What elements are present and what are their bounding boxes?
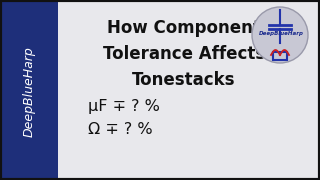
Text: Tolerance Affects: Tolerance Affects xyxy=(103,45,265,63)
Circle shape xyxy=(252,7,308,63)
Text: μF ∓ ? %: μF ∓ ? % xyxy=(88,98,160,114)
Text: How Component: How Component xyxy=(107,19,261,37)
Text: Ω ∓ ? %: Ω ∓ ? % xyxy=(88,123,153,138)
Text: DeepBlueHarp: DeepBlueHarp xyxy=(259,31,303,37)
Bar xyxy=(273,52,287,60)
Text: Tonestacks: Tonestacks xyxy=(132,71,236,89)
Bar xyxy=(0,0,58,180)
Text: DeepBlueHarp: DeepBlueHarp xyxy=(22,47,36,137)
